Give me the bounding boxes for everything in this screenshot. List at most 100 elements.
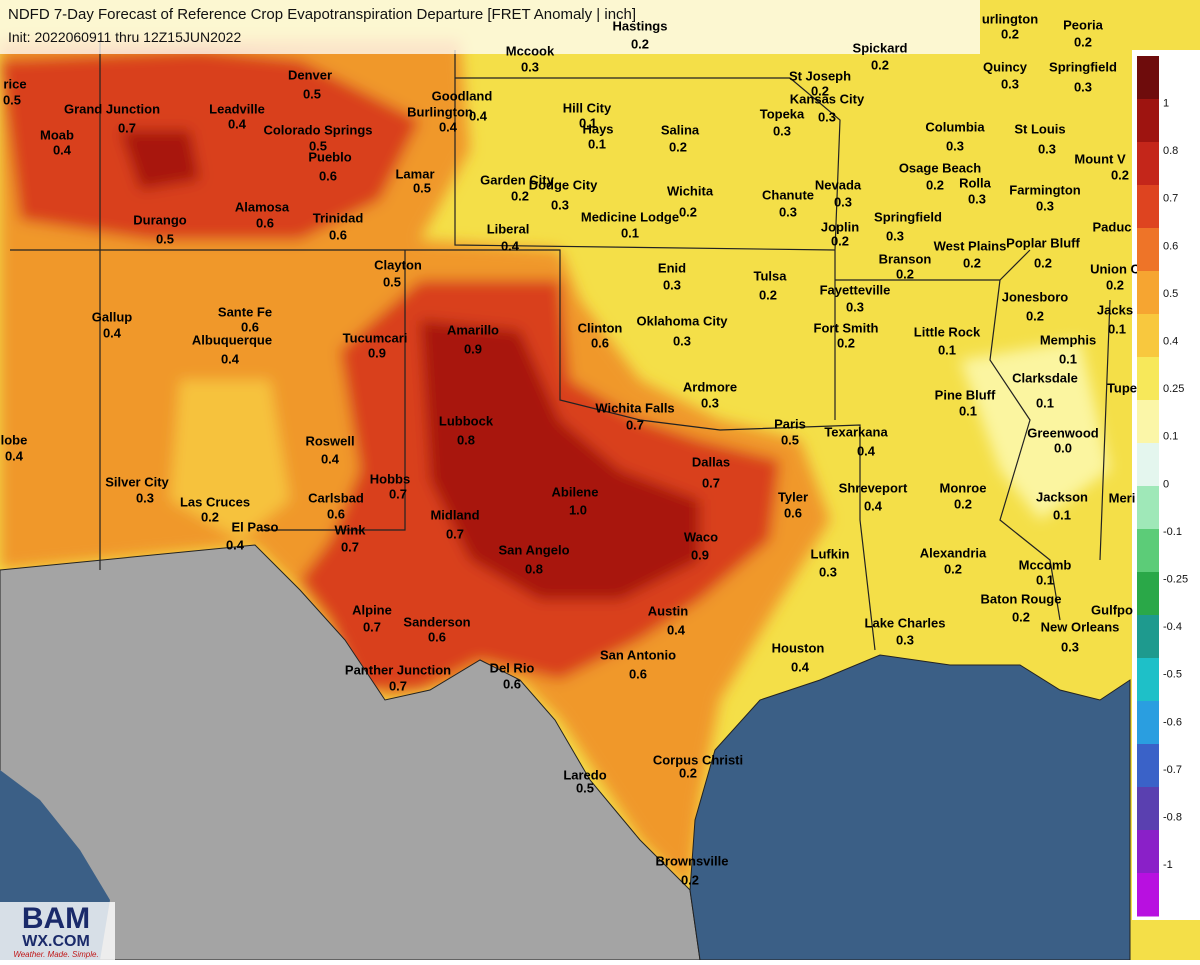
city-value: 0.2 bbox=[201, 509, 219, 524]
logo-slogan: Weather. Made. Simple. bbox=[13, 950, 98, 959]
city-name: Gulfpo bbox=[1091, 602, 1133, 617]
city-value: 0.7 bbox=[363, 619, 381, 634]
legend-swatch bbox=[1137, 830, 1159, 874]
city-value: 0.6 bbox=[591, 335, 609, 350]
city-name: Silver City bbox=[105, 474, 169, 489]
city-value: 0.4 bbox=[53, 142, 72, 157]
city-name: Gallup bbox=[92, 309, 133, 324]
city-name: Quincy bbox=[983, 59, 1028, 74]
city-name: Lamar bbox=[395, 166, 434, 181]
city-value: 0.2 bbox=[811, 83, 829, 98]
city-name: Topeka bbox=[760, 106, 805, 121]
legend-swatch bbox=[1137, 486, 1159, 530]
city-value: 0.5 bbox=[303, 86, 321, 101]
city-value: 0.5 bbox=[576, 780, 594, 795]
city-value: 0.5 bbox=[781, 432, 799, 447]
city-value: 0.2 bbox=[954, 496, 972, 511]
city-value: 0.6 bbox=[329, 227, 347, 242]
city-name: Hays bbox=[582, 121, 613, 136]
city-value: 0.2 bbox=[669, 139, 687, 154]
city-name: Garden City bbox=[480, 172, 554, 187]
city-name: Burlington bbox=[407, 104, 473, 119]
city-name: Mount V bbox=[1074, 151, 1126, 166]
city-value: 0.4 bbox=[791, 659, 810, 674]
city-name: Austin bbox=[648, 603, 689, 618]
city-value: 0.3 bbox=[846, 299, 864, 314]
city-name: St Louis bbox=[1014, 121, 1065, 136]
city-value: 0.3 bbox=[1061, 639, 1079, 654]
legend-swatch bbox=[1137, 615, 1159, 659]
city-value: 0.3 bbox=[1036, 198, 1054, 213]
city-name: Columbia bbox=[925, 119, 985, 134]
city-value: 0.9 bbox=[368, 345, 386, 360]
city-value: 0.4 bbox=[5, 448, 24, 463]
city-value: 0.3 bbox=[834, 194, 852, 209]
city-value: 0.5 bbox=[156, 231, 174, 246]
city-value: 0.3 bbox=[701, 395, 719, 410]
logo-bg bbox=[0, 902, 115, 960]
city-name: Memphis bbox=[1040, 332, 1096, 347]
city-value: 0.1 bbox=[579, 115, 597, 130]
city-value: 0.8 bbox=[457, 432, 475, 447]
city-value: 0.2 bbox=[1111, 167, 1129, 182]
city-value: 0.2 bbox=[1074, 34, 1092, 49]
city-value: 0.1 bbox=[1059, 351, 1077, 366]
city-name: Durango bbox=[133, 212, 187, 227]
city-value: 0.3 bbox=[818, 109, 836, 124]
city-name: Lake Charles bbox=[865, 615, 946, 630]
city-name: Wichita Falls bbox=[595, 400, 674, 415]
city-name: Albuquerque bbox=[192, 332, 272, 347]
city-name: New Orleans bbox=[1041, 619, 1120, 634]
city-value: 0.6 bbox=[241, 319, 259, 334]
city-name: Pine Bluff bbox=[935, 387, 996, 402]
legend-swatch bbox=[1137, 142, 1159, 186]
legend-swatch bbox=[1137, 99, 1159, 143]
city-name: lobe bbox=[1, 432, 28, 447]
city-name: Osage Beach bbox=[899, 160, 981, 175]
legend-swatch bbox=[1137, 572, 1159, 616]
city-name: Abilene bbox=[552, 484, 599, 499]
city-value: 0.5 bbox=[383, 274, 401, 289]
city-value: 0.2 bbox=[681, 872, 699, 887]
city-name: Wichita bbox=[667, 183, 714, 198]
city-name: Dallas bbox=[692, 454, 730, 469]
city-value: 0.7 bbox=[341, 539, 359, 554]
city-name: Jonesboro bbox=[1002, 289, 1069, 304]
city-value: 0.4 bbox=[228, 116, 247, 131]
city-name: Trinidad bbox=[313, 210, 364, 225]
legend-swatch bbox=[1137, 701, 1159, 745]
city-value: 0.4 bbox=[501, 238, 520, 253]
legend-swatch bbox=[1137, 529, 1159, 573]
city-value: 0.2 bbox=[1026, 308, 1044, 323]
legend-label: 0.4 bbox=[1163, 336, 1178, 348]
city-value: 0.2 bbox=[511, 188, 529, 203]
legend-label: -0.1 bbox=[1163, 526, 1182, 538]
city-value: 0.1 bbox=[938, 342, 956, 357]
city-value: 0.2 bbox=[963, 255, 981, 270]
city-value: 0.4 bbox=[103, 325, 122, 340]
city-value: 0.4 bbox=[221, 351, 240, 366]
city-name: Springfield bbox=[874, 209, 942, 224]
city-value: 0.7 bbox=[702, 475, 720, 490]
city-name: Pueblo bbox=[308, 149, 351, 164]
city-name: Branson bbox=[879, 251, 932, 266]
city-name: Ardmore bbox=[683, 379, 737, 394]
city-value: 0.2 bbox=[926, 177, 944, 192]
legend-swatch bbox=[1137, 744, 1159, 788]
legend-swatch bbox=[1137, 443, 1159, 487]
city-value: 0.7 bbox=[626, 417, 644, 432]
city-value: 0.4 bbox=[321, 451, 340, 466]
city-value: 0.2 bbox=[896, 266, 914, 281]
city-value: 0.4 bbox=[857, 443, 876, 458]
city-name: Tyler bbox=[778, 489, 808, 504]
legend-label: -0.7 bbox=[1163, 764, 1182, 776]
legend-swatch bbox=[1137, 314, 1159, 358]
city-value: 0.4 bbox=[226, 537, 245, 552]
city-value: 0.4 bbox=[469, 108, 488, 123]
city-name: Joplin bbox=[821, 219, 859, 234]
city-name: Clinton bbox=[578, 320, 623, 335]
city-name: Mccook bbox=[506, 43, 555, 58]
legend-label: -0.6 bbox=[1163, 716, 1182, 728]
city-value: 0.2 bbox=[759, 287, 777, 302]
city-value: 0.3 bbox=[551, 197, 569, 212]
